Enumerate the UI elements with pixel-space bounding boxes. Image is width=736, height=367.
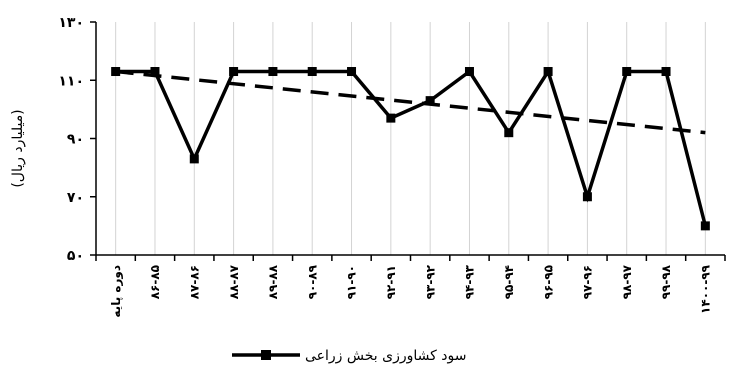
x-tick-label: ۹۰-۸۹ <box>305 264 319 299</box>
y-tick-label: ۱۳۰ <box>58 15 84 31</box>
y-tick-label: ۵۰ <box>67 248 84 264</box>
data-point <box>464 67 474 77</box>
data-point <box>268 67 278 77</box>
x-tick-label: ۹۸-۹۷ <box>620 264 634 299</box>
x-tick-label: ۸۸-۸۷ <box>227 264 241 299</box>
x-tick-label: ۸۶-۸۵ <box>148 265 162 299</box>
x-tick-label: ۹۴-۹۳ <box>463 264 477 299</box>
data-point <box>229 67 239 77</box>
x-tick-label: ۹۷-۹۶ <box>581 265 595 299</box>
data-point <box>622 67 632 77</box>
data-point <box>150 67 160 77</box>
vertical-gridlines <box>115 22 706 255</box>
series-line <box>115 67 708 227</box>
x-tick-label: ۹۹-۹۸ <box>659 264 673 299</box>
y-axis-title: (میلیارد ریال) <box>10 109 26 187</box>
x-tick-label: ۹۱-۹۰ <box>345 265 359 299</box>
legend-marker-swatch <box>261 350 271 360</box>
data-point <box>582 192 592 202</box>
y-axis-ticks: ۵۰ ۷۰ ۹۰ ۱۱۰ ۱۳۰ <box>58 15 96 264</box>
data-point <box>700 221 710 231</box>
x-tick-label: ۹۵-۹۴ <box>502 265 516 299</box>
data-point <box>111 67 121 77</box>
x-tick-label: ۸۷-۸۶ <box>187 265 201 299</box>
x-tick-label: ۹۲-۹۱ <box>384 265 398 299</box>
data-point <box>386 113 396 123</box>
data-point <box>189 154 199 164</box>
data-point <box>504 128 514 138</box>
data-point <box>347 67 357 77</box>
legend: سود کشاورزی بخش زراعی <box>232 348 466 364</box>
data-point <box>307 67 317 77</box>
legend-label: سود کشاورزی بخش زراعی <box>305 348 466 364</box>
y-tick-label: ۷۰ <box>67 190 84 206</box>
x-tick-label: دوره پایه <box>109 265 124 318</box>
data-point <box>425 96 435 106</box>
x-tick-label: ۹۶-۹۵ <box>541 265 555 299</box>
trendline <box>115 69 706 135</box>
x-tick-label: ۱۴۰۰-۹۹ <box>699 264 713 314</box>
x-tick-label: ۸۹-۸۸ <box>266 264 280 299</box>
data-point <box>543 67 553 77</box>
y-tick-label: ۹۰ <box>67 132 84 148</box>
y-tick-label: ۱۱۰ <box>58 73 84 89</box>
x-tick-label: ۹۳-۹۲ <box>423 264 437 299</box>
x-axis-ticks: دوره پایه ۸۶-۸۵ ۸۷-۸۶ ۸۸-۸۷ ۸۹-۸۸ ۹۰-۸۹ ۹۱-۹۰ ۹… <box>95 255 726 318</box>
data-point <box>661 67 671 77</box>
series-markers <box>111 67 710 231</box>
